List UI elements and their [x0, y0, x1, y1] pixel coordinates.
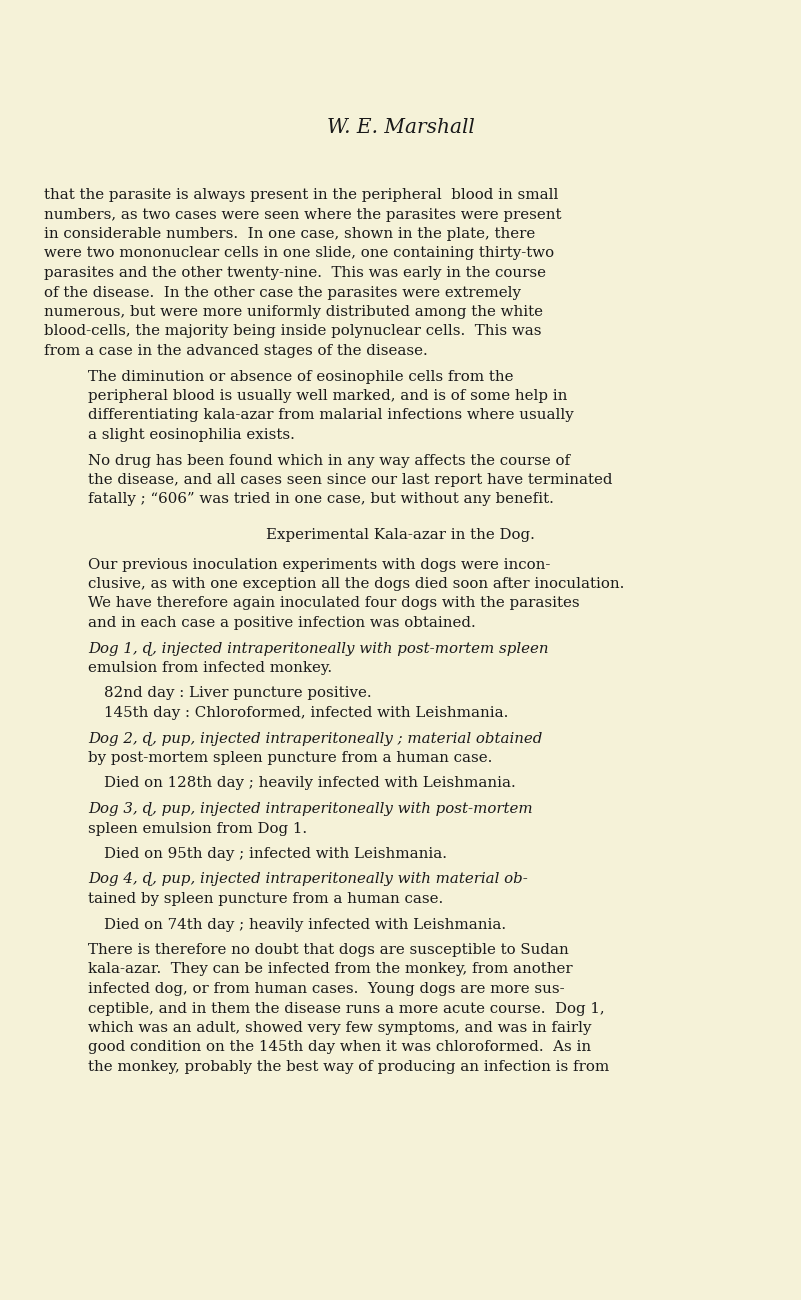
Text: Died on 95th day ; infected with Leishmania.: Died on 95th day ; infected with Leishma… — [104, 848, 447, 861]
Text: and in each case a positive infection was obtained.: and in each case a positive infection wa… — [88, 616, 476, 630]
Text: peripheral blood is usually well marked, and is of some help in: peripheral blood is usually well marked,… — [88, 389, 567, 403]
Text: 145th day : Chloroformed, infected with Leishmania.: 145th day : Chloroformed, infected with … — [104, 706, 509, 720]
Text: fatally ; “606” was tried in one case, but without any benefit.: fatally ; “606” was tried in one case, b… — [88, 493, 553, 507]
Text: ceptible, and in them the disease runs a more acute course.  Dog 1,: ceptible, and in them the disease runs a… — [88, 1001, 605, 1015]
Text: parasites and the other twenty-nine.  This was early in the course: parasites and the other twenty-nine. Thi… — [44, 266, 546, 280]
Text: by post-mortem spleen puncture from a human case.: by post-mortem spleen puncture from a hu… — [88, 751, 493, 764]
Text: emulsion from infected monkey.: emulsion from infected monkey. — [88, 660, 332, 675]
Text: that the parasite is always present in the peripheral  blood in small: that the parasite is always present in t… — [44, 188, 558, 202]
Text: of the disease.  In the other case the parasites were extremely: of the disease. In the other case the pa… — [44, 286, 521, 299]
Text: Dog 4, ɖ, pup, injected intraperitoneally with material ob-: Dog 4, ɖ, pup, injected intraperitoneall… — [88, 872, 528, 887]
Text: The diminution or absence of eosinophile cells from the: The diminution or absence of eosinophile… — [88, 369, 513, 384]
Text: kala-azar.  They can be infected from the monkey, from another: kala-azar. They can be infected from the… — [88, 962, 573, 976]
Text: Died on 74th day ; heavily infected with Leishmania.: Died on 74th day ; heavily infected with… — [104, 918, 506, 932]
Text: No drug has been found which in any way affects the course of: No drug has been found which in any way … — [88, 454, 570, 468]
Text: clusive, as with one exception all the dogs died soon after inoculation.: clusive, as with one exception all the d… — [88, 577, 624, 592]
Text: were two mononuclear cells in one slide, one containing thirty-two: were two mononuclear cells in one slide,… — [44, 247, 554, 260]
Text: Dog 2, ɖ, pup, injected intraperitoneally ; material obtained: Dog 2, ɖ, pup, injected intraperitoneall… — [88, 732, 542, 745]
Text: which was an adult, showed very few symptoms, and was in fairly: which was an adult, showed very few symp… — [88, 1020, 591, 1035]
Text: infected dog, or from human cases.  Young dogs are more sus-: infected dog, or from human cases. Young… — [88, 982, 565, 996]
Text: There is therefore no doubt that dogs are susceptible to Sudan: There is therefore no doubt that dogs ar… — [88, 942, 569, 957]
Text: differentiating kala-azar from malarial infections where usually: differentiating kala-azar from malarial … — [88, 408, 574, 422]
Text: good condition on the 145th day when it was chloroformed.  As in: good condition on the 145th day when it … — [88, 1040, 591, 1054]
Text: Dog 1, ɖ, injected intraperitoneally with post-mortem spleen: Dog 1, ɖ, injected intraperitoneally wit… — [88, 641, 549, 655]
Text: Experimental Kala-azar in the Dog.: Experimental Kala-azar in the Dog. — [266, 528, 535, 542]
Text: from a case in the advanced stages of the disease.: from a case in the advanced stages of th… — [44, 344, 428, 358]
Text: 82nd day : Liver puncture positive.: 82nd day : Liver puncture positive. — [104, 686, 372, 701]
Text: the disease, and all cases seen since our last report have terminated: the disease, and all cases seen since ou… — [88, 473, 613, 488]
Text: the monkey, probably the best way of producing an infection is from: the monkey, probably the best way of pro… — [88, 1060, 610, 1074]
Text: in considerable numbers.  In one case, shown in the plate, there: in considerable numbers. In one case, sh… — [44, 227, 535, 240]
Text: tained by spleen puncture from a human case.: tained by spleen puncture from a human c… — [88, 892, 443, 906]
Text: numbers, as two cases were seen where the parasites were present: numbers, as two cases were seen where th… — [44, 208, 562, 221]
Text: Died on 128th day ; heavily infected with Leishmania.: Died on 128th day ; heavily infected wit… — [104, 776, 516, 790]
Text: spleen emulsion from Dog 1.: spleen emulsion from Dog 1. — [88, 822, 307, 836]
Text: We have therefore again inoculated four dogs with the parasites: We have therefore again inoculated four … — [88, 597, 580, 611]
Text: a slight eosinophilia exists.: a slight eosinophilia exists. — [88, 428, 295, 442]
Text: blood-cells, the majority being inside polynuclear cells.  This was: blood-cells, the majority being inside p… — [44, 325, 541, 338]
Text: W. E. Marshall: W. E. Marshall — [327, 118, 474, 136]
Text: numerous, but were more uniformly distributed among the white: numerous, but were more uniformly distri… — [44, 306, 543, 318]
Text: Our previous inoculation experiments with dogs were incon-: Our previous inoculation experiments wit… — [88, 558, 550, 572]
Text: Dog 3, ɖ, pup, injected intraperitoneally with post-mortem: Dog 3, ɖ, pup, injected intraperitoneall… — [88, 802, 533, 816]
